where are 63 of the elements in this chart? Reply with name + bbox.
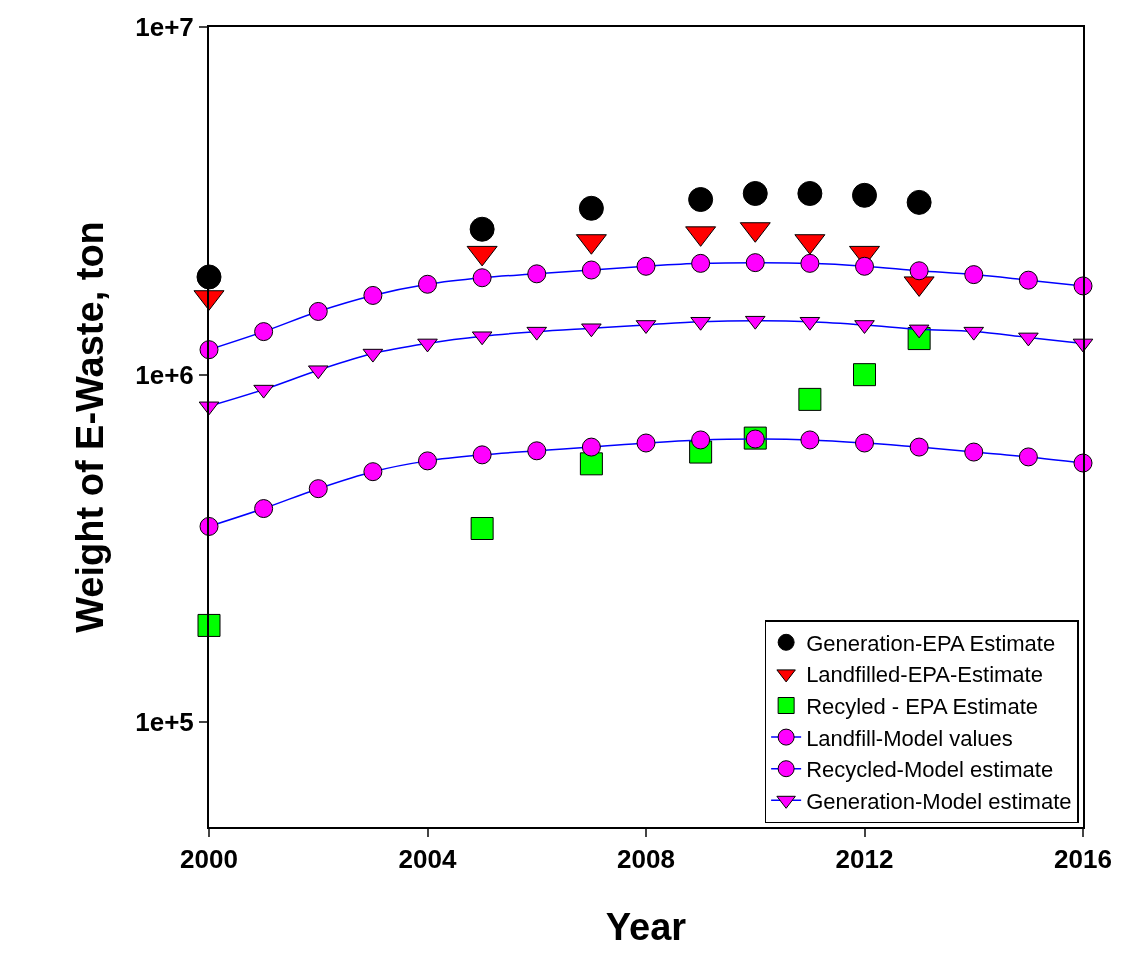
point <box>1018 332 1039 347</box>
point <box>691 430 711 450</box>
point <box>418 451 437 471</box>
point <box>527 441 547 461</box>
point <box>852 182 877 208</box>
legend-label: Generation-Model estimate <box>806 788 1072 814</box>
x-tick-label: 2016 <box>1054 844 1112 875</box>
x-tick-label: 2000 <box>180 844 238 875</box>
point <box>909 437 929 457</box>
x-tick-label: 2008 <box>617 844 675 875</box>
point <box>691 253 711 273</box>
point <box>254 322 274 342</box>
point <box>800 253 820 273</box>
legend-label: Recycled-Model estimate <box>806 757 1054 783</box>
point <box>1018 447 1038 467</box>
point <box>909 261 929 281</box>
point <box>853 363 876 387</box>
point <box>308 301 328 321</box>
point <box>254 499 274 519</box>
point <box>581 260 601 280</box>
point <box>855 433 874 453</box>
point <box>581 437 601 457</box>
point <box>472 268 492 288</box>
point <box>581 323 602 338</box>
point <box>906 189 932 215</box>
point <box>308 479 328 499</box>
point <box>579 452 603 476</box>
legend-label: Recyled - EPA Estimate <box>806 694 1039 720</box>
point <box>363 462 383 482</box>
y-axis-title: Weight of E-Waste, ton <box>68 221 111 633</box>
y-tick-label: 1e+7 <box>135 12 194 43</box>
point <box>964 265 984 285</box>
x-tick-label: 2012 <box>835 844 894 875</box>
point <box>1018 270 1038 290</box>
point <box>742 180 768 206</box>
point <box>797 180 823 206</box>
legend-label: Landfilled-EPA-Estimate <box>806 662 1043 688</box>
point <box>253 384 274 399</box>
point <box>688 187 714 213</box>
y-tick-label: 1e+6 <box>135 359 194 390</box>
y-tick-label: 1e+5 <box>135 707 194 738</box>
point <box>578 195 604 221</box>
point <box>855 256 874 276</box>
point <box>417 338 438 353</box>
point <box>196 264 222 290</box>
point <box>964 442 984 462</box>
point <box>197 613 221 637</box>
point <box>418 274 437 294</box>
point <box>690 316 711 331</box>
legend-label: Generation-EPA Estimate <box>806 630 1056 656</box>
point <box>636 433 656 453</box>
point <box>470 517 494 541</box>
x-tick-label: 2004 <box>398 844 457 875</box>
point <box>469 216 495 242</box>
x-axis-title: Year <box>605 905 687 948</box>
point <box>472 445 492 465</box>
legend-label: Landfill-Model values <box>806 725 1013 751</box>
point <box>800 430 820 450</box>
point <box>636 256 656 276</box>
point <box>798 387 822 411</box>
point <box>745 253 765 273</box>
point <box>527 264 547 284</box>
point <box>363 285 383 305</box>
